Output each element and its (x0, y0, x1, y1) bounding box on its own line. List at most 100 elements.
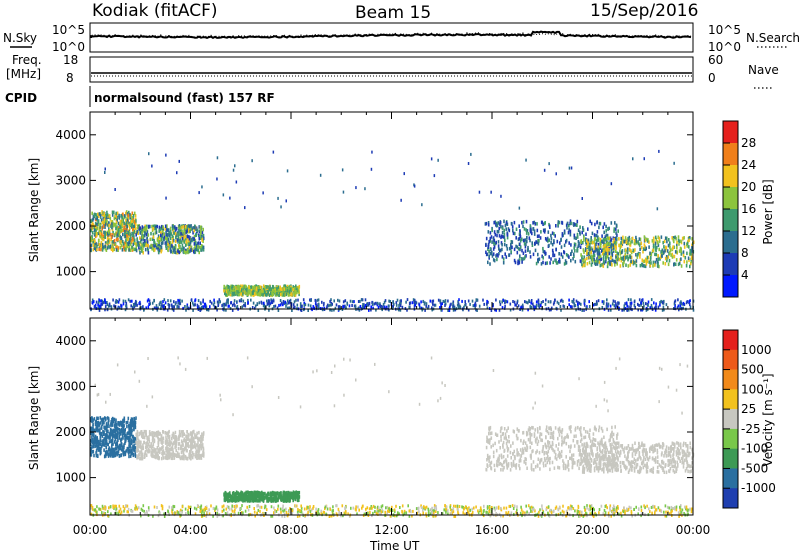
data-cell (117, 248, 119, 252)
data-cell (110, 439, 112, 444)
data-cell (102, 224, 105, 229)
data-cell (163, 235, 166, 239)
data-cell (155, 230, 158, 235)
data-cell (176, 451, 179, 455)
data-cell (571, 299, 573, 303)
data-cell (655, 302, 657, 306)
data-cell (622, 235, 624, 240)
data-cell (163, 298, 166, 302)
data-cell (126, 424, 128, 429)
data-cell (448, 309, 451, 312)
data-cell (135, 432, 137, 437)
data-cell (585, 239, 588, 243)
data-cell (229, 290, 232, 294)
data-cell (106, 219, 108, 223)
data-cell (489, 236, 492, 241)
data-cell (553, 232, 555, 236)
data-cell (515, 303, 517, 307)
data-cell (160, 437, 162, 442)
data-cell (153, 224, 156, 228)
data-cell (679, 306, 681, 310)
data-cell (158, 456, 160, 460)
data-cell (147, 244, 149, 248)
data-cell (495, 240, 497, 245)
data-cell (120, 240, 122, 244)
data-cell (216, 308, 218, 312)
data-cell (440, 303, 442, 307)
data-cell (95, 241, 97, 246)
data-cell (593, 240, 595, 244)
data-cell (680, 247, 682, 251)
data-cell (104, 433, 107, 437)
data-cell (590, 240, 592, 245)
data-cell (612, 243, 615, 247)
data-cell (527, 308, 529, 312)
data-cell (166, 224, 168, 228)
data-cell (216, 300, 219, 304)
data-cell (384, 299, 387, 303)
data-cell (557, 222, 559, 226)
data-cell (100, 247, 102, 252)
data-cell (579, 259, 582, 263)
data-cell (95, 436, 97, 441)
data-cell (123, 228, 125, 232)
data-cell (287, 293, 290, 297)
data-cell (664, 256, 667, 261)
data-cell (581, 308, 583, 312)
data-cell (103, 245, 106, 249)
data-cell (171, 237, 174, 241)
data-cell (685, 264, 688, 268)
data-cell (173, 231, 175, 235)
data-cell (161, 248, 163, 252)
ytick-label: 2000 (55, 219, 86, 233)
data-cell (192, 430, 194, 435)
data-cell (581, 256, 583, 260)
data-cell (153, 241, 156, 245)
data-cell (144, 454, 146, 459)
data-cell (650, 252, 653, 256)
data-cell (245, 287, 248, 292)
data-cell (156, 446, 159, 450)
data-cell (512, 300, 514, 303)
data-cell (529, 238, 531, 243)
data-cell (156, 452, 159, 456)
data-cell (285, 290, 287, 294)
data-cell (476, 309, 478, 312)
data-cell (622, 257, 624, 262)
data-cell (602, 301, 605, 305)
data-cell (99, 224, 102, 228)
data-cell (656, 245, 658, 250)
data-cell (113, 447, 115, 452)
data-cell (127, 242, 130, 246)
data-cell (109, 432, 112, 436)
data-cell (166, 239, 169, 244)
data-cell (204, 305, 207, 309)
data-cell (662, 305, 665, 309)
data-cell (134, 303, 137, 307)
data-cell (188, 229, 190, 233)
data-cell (90, 453, 92, 457)
data-cell (106, 223, 109, 227)
data-cell (135, 244, 138, 249)
data-cell (96, 416, 98, 420)
data-cell (361, 305, 364, 309)
data-cell (92, 424, 94, 429)
data-cell (120, 448, 123, 452)
data-cell (118, 421, 120, 425)
data-cell (129, 248, 132, 252)
data-cell (542, 260, 544, 265)
data-cell (119, 222, 121, 226)
data-cell (117, 246, 120, 250)
data-cell (110, 224, 112, 229)
data-cell (609, 242, 611, 246)
data-cell (123, 232, 126, 236)
data-cell (543, 230, 546, 234)
data-cell (184, 227, 187, 231)
data-cell (123, 225, 125, 230)
data-cell (522, 257, 524, 261)
data-cell (339, 305, 341, 309)
data-cell (542, 246, 544, 251)
data-cell (433, 303, 436, 307)
data-cell (197, 440, 199, 444)
data-cell (499, 221, 502, 225)
